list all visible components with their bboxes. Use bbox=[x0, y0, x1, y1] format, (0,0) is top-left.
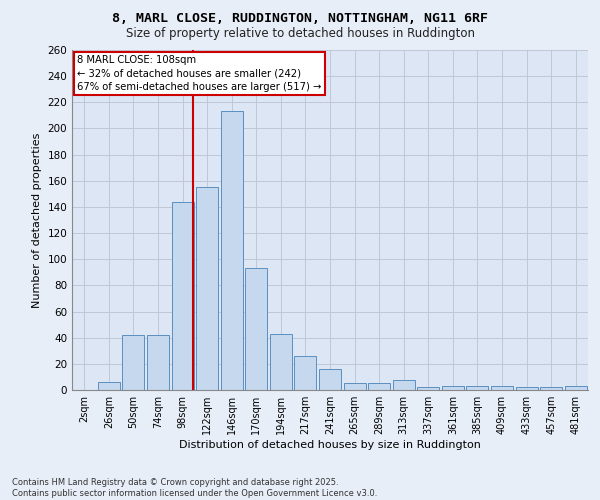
Bar bbox=[221, 112, 243, 390]
Bar bbox=[417, 388, 439, 390]
Bar bbox=[122, 335, 145, 390]
Bar bbox=[295, 356, 316, 390]
Bar bbox=[245, 268, 268, 390]
Bar bbox=[565, 386, 587, 390]
Y-axis label: Number of detached properties: Number of detached properties bbox=[32, 132, 42, 308]
Bar bbox=[196, 188, 218, 390]
Bar bbox=[98, 382, 120, 390]
Bar bbox=[392, 380, 415, 390]
Text: Contains HM Land Registry data © Crown copyright and database right 2025.
Contai: Contains HM Land Registry data © Crown c… bbox=[12, 478, 377, 498]
Bar bbox=[344, 384, 365, 390]
Bar bbox=[491, 386, 513, 390]
Bar bbox=[540, 388, 562, 390]
Bar bbox=[172, 202, 194, 390]
Text: 8 MARL CLOSE: 108sqm
← 32% of detached houses are smaller (242)
67% of semi-deta: 8 MARL CLOSE: 108sqm ← 32% of detached h… bbox=[77, 55, 322, 92]
Bar bbox=[147, 335, 169, 390]
Bar bbox=[466, 386, 488, 390]
Bar bbox=[515, 388, 538, 390]
Bar bbox=[442, 386, 464, 390]
Bar bbox=[368, 384, 390, 390]
Bar bbox=[270, 334, 292, 390]
X-axis label: Distribution of detached houses by size in Ruddington: Distribution of detached houses by size … bbox=[179, 440, 481, 450]
Text: 8, MARL CLOSE, RUDDINGTON, NOTTINGHAM, NG11 6RF: 8, MARL CLOSE, RUDDINGTON, NOTTINGHAM, N… bbox=[112, 12, 488, 26]
Text: Size of property relative to detached houses in Ruddington: Size of property relative to detached ho… bbox=[125, 28, 475, 40]
Bar bbox=[319, 369, 341, 390]
